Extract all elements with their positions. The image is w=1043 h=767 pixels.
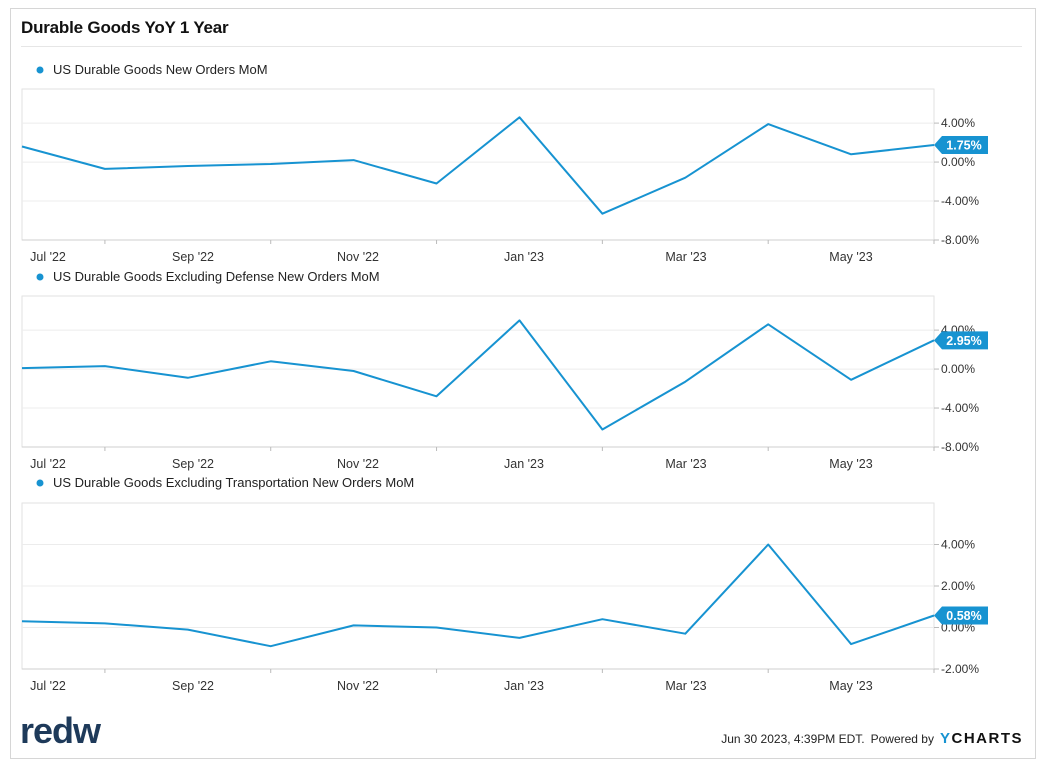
chart-title: Durable Goods YoY 1 Year bbox=[21, 18, 229, 37]
chart-panel-1: US Durable Goods New Orders MoM 4.00% 0.00… bbox=[21, 62, 988, 264]
legend-label: US Durable Goods Excluding Transportatio… bbox=[53, 475, 414, 490]
x-tick-label: May '23 bbox=[829, 250, 872, 264]
legend-label: US Durable Goods Excluding Defense New O… bbox=[53, 269, 380, 284]
x-tick-label: Jul '22 bbox=[30, 457, 66, 471]
x-tick-label: Jan '23 bbox=[504, 250, 544, 264]
y-tick-label: 0.00% bbox=[941, 362, 975, 376]
series-line bbox=[21, 116, 935, 215]
chart-panel-2: US Durable Goods Excluding Defense New O… bbox=[21, 269, 988, 471]
ycharts-logo-text: CHARTS bbox=[951, 730, 1023, 747]
y-tick-label: 4.00% bbox=[941, 538, 975, 552]
last-value-flag bbox=[934, 331, 988, 350]
x-tick-label: Jul '22 bbox=[30, 679, 66, 693]
plot-area bbox=[21, 295, 935, 448]
last-value-label: 0.58% bbox=[946, 609, 981, 623]
x-tick-label: Mar '23 bbox=[665, 679, 706, 693]
footer-timestamp: Jun 30 2023, 4:39PM EDT. bbox=[721, 731, 865, 746]
series-line bbox=[21, 543, 935, 648]
x-tick-label: May '23 bbox=[829, 679, 872, 693]
chart-panel-3: US Durable Goods Excluding Transportatio… bbox=[21, 475, 988, 693]
last-value-flag bbox=[934, 136, 988, 155]
plot-area bbox=[21, 88, 935, 241]
footer-powered-by: Powered by bbox=[870, 731, 934, 746]
x-tick-label: Nov '22 bbox=[337, 457, 379, 471]
x-tick-label: Sep '22 bbox=[172, 250, 214, 264]
footer-attribution: Jun 30 2023, 4:39PM EDT. Powered by YCHA… bbox=[721, 730, 1023, 747]
x-tick-label: Jan '23 bbox=[504, 457, 544, 471]
x-tick-label: Nov '22 bbox=[337, 250, 379, 264]
last-value-label: 2.95% bbox=[946, 334, 981, 348]
x-tick-label: Mar '23 bbox=[665, 457, 706, 471]
y-tick-label: -8.00% bbox=[941, 233, 979, 247]
legend-marker bbox=[36, 479, 44, 487]
y-tick-label: -2.00% bbox=[941, 662, 979, 676]
y-tick-label: -4.00% bbox=[941, 194, 979, 208]
title-divider bbox=[21, 46, 1022, 47]
x-tick-label: Nov '22 bbox=[337, 679, 379, 693]
x-tick-label: Sep '22 bbox=[172, 679, 214, 693]
ycharts-logo[interactable]: YCHARTS bbox=[940, 730, 1023, 747]
chart-frame bbox=[10, 8, 1036, 759]
legend-marker bbox=[36, 273, 44, 281]
y-tick-label: 2.00% bbox=[941, 579, 975, 593]
y-tick-label: 4.00% bbox=[941, 116, 975, 130]
x-tick-label: Jul '22 bbox=[30, 250, 66, 264]
redw-logo: redw bbox=[20, 710, 101, 751]
x-tick-label: Sep '22 bbox=[172, 457, 214, 471]
y-tick-label: -4.00% bbox=[941, 401, 979, 415]
x-tick-label: Jan '23 bbox=[504, 679, 544, 693]
last-value-label: 1.75% bbox=[946, 139, 981, 153]
y-tick-label: 0.00% bbox=[941, 155, 975, 169]
series-line bbox=[21, 319, 935, 431]
y-tick-label: -8.00% bbox=[941, 440, 979, 454]
ycharts-logo-y: Y bbox=[939, 730, 952, 747]
legend-marker bbox=[36, 66, 44, 74]
last-value-flag bbox=[934, 606, 988, 625]
x-tick-label: May '23 bbox=[829, 457, 872, 471]
x-tick-label: Mar '23 bbox=[665, 250, 706, 264]
legend-label: US Durable Goods New Orders MoM bbox=[53, 62, 268, 77]
